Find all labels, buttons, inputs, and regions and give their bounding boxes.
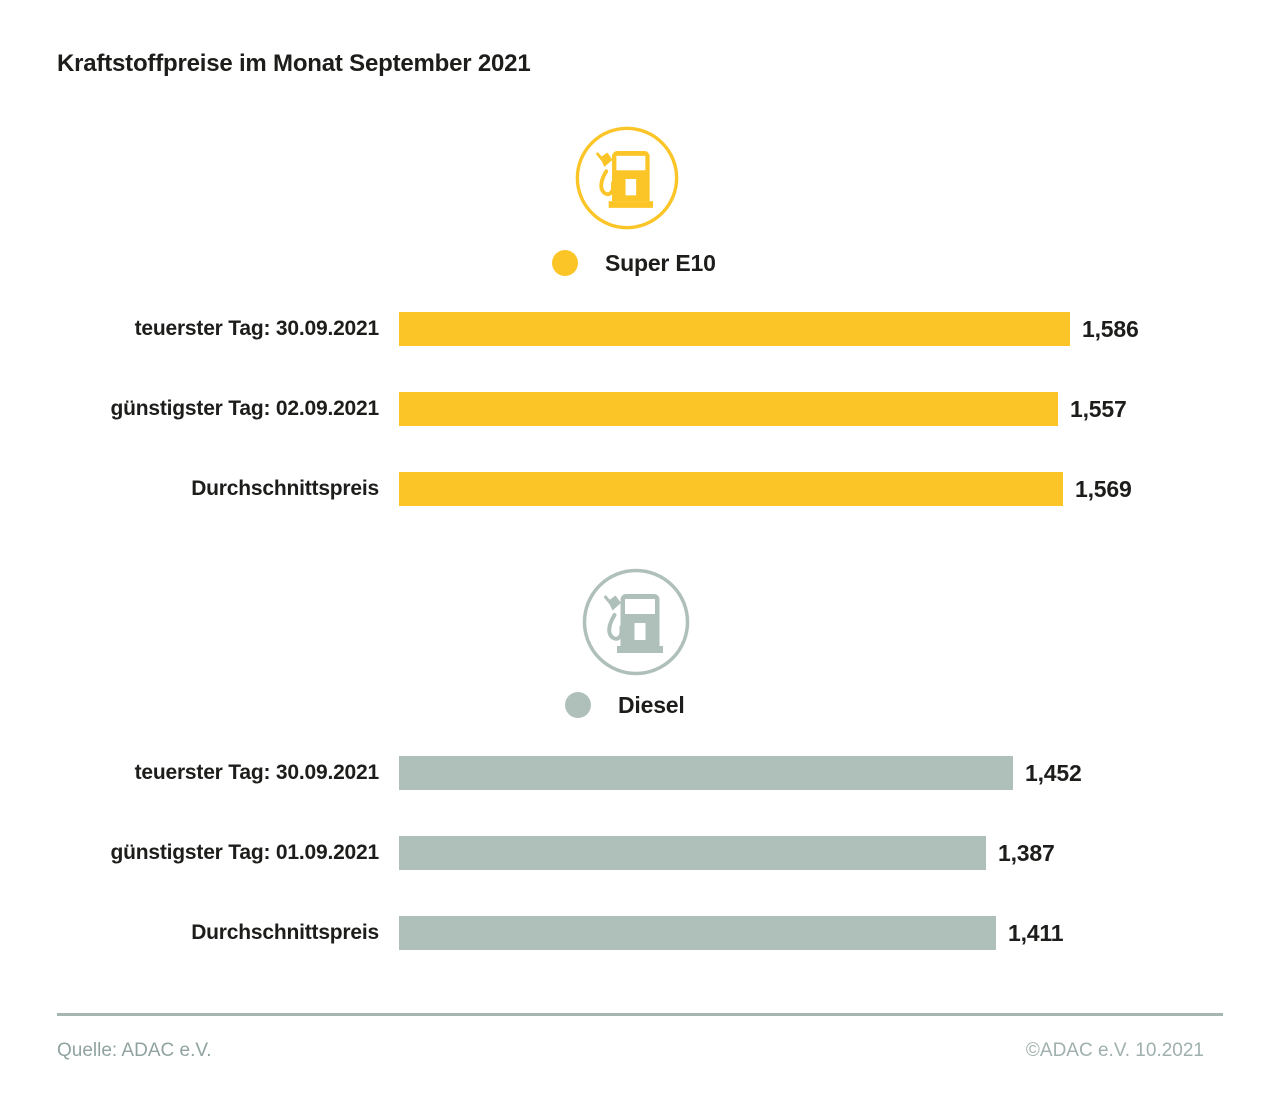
row-value: 1,569 xyxy=(1075,475,1132,502)
source-text: Quelle: ADAC e.V. xyxy=(57,1040,212,1061)
row-label: teuerster Tag: 30.09.2021 xyxy=(134,761,380,784)
legend-super-e10: Super E10 xyxy=(552,249,716,277)
legend-dot xyxy=(552,250,578,276)
fuel-pump-icon xyxy=(581,567,691,677)
bar xyxy=(399,756,1013,790)
chart-title: Kraftstoffpreise im Monat September 2021 xyxy=(57,50,531,77)
bar-row: Durchschnittspreis 1,411 xyxy=(57,916,1257,950)
row-label: günstigster Tag: 01.09.2021 xyxy=(110,841,380,864)
row-label: günstigster Tag: 02.09.2021 xyxy=(110,397,380,420)
bar-rows: teuerster Tag: 30.09.2021 1,452 günstigste… xyxy=(57,756,1257,996)
legend-label: Super E10 xyxy=(605,249,716,276)
row-value: 1,411 xyxy=(1008,919,1064,946)
bar-rows: teuerster Tag: 30.09.2021 1,586 günstigste… xyxy=(57,312,1257,552)
bar xyxy=(399,916,996,950)
bar xyxy=(399,472,1063,506)
row-label: teuerster Tag: 30.09.2021 xyxy=(134,317,380,340)
row-value: 1,452 xyxy=(1025,759,1082,786)
copyright-text: ©ADAC e.V. 10.2021 xyxy=(1025,1040,1204,1061)
legend-diesel: Diesel xyxy=(565,691,685,719)
legend-label: Diesel xyxy=(618,691,685,718)
row-label: Durchschnittspreis xyxy=(191,477,379,500)
bar xyxy=(399,836,986,870)
bar-row: günstigster Tag: 02.09.2021 1,557 xyxy=(57,392,1257,426)
bar-row: teuerster Tag: 30.09.2021 1,586 xyxy=(57,312,1257,346)
row-value: 1,586 xyxy=(1082,315,1139,342)
bar-row: teuerster Tag: 30.09.2021 1,452 xyxy=(57,756,1257,790)
fuel-pump-icon xyxy=(574,125,680,231)
row-value: 1,557 xyxy=(1070,395,1127,422)
row-value: 1,387 xyxy=(998,839,1055,866)
bar-row: Durchschnittspreis 1,569 xyxy=(57,472,1257,506)
footer-divider xyxy=(57,1013,1223,1016)
legend-dot xyxy=(565,692,591,718)
bar-row: günstigster Tag: 01.09.2021 1,387 xyxy=(57,836,1257,870)
bar xyxy=(399,312,1070,346)
bar xyxy=(399,392,1058,426)
row-label: Durchschnittspreis xyxy=(191,921,379,944)
